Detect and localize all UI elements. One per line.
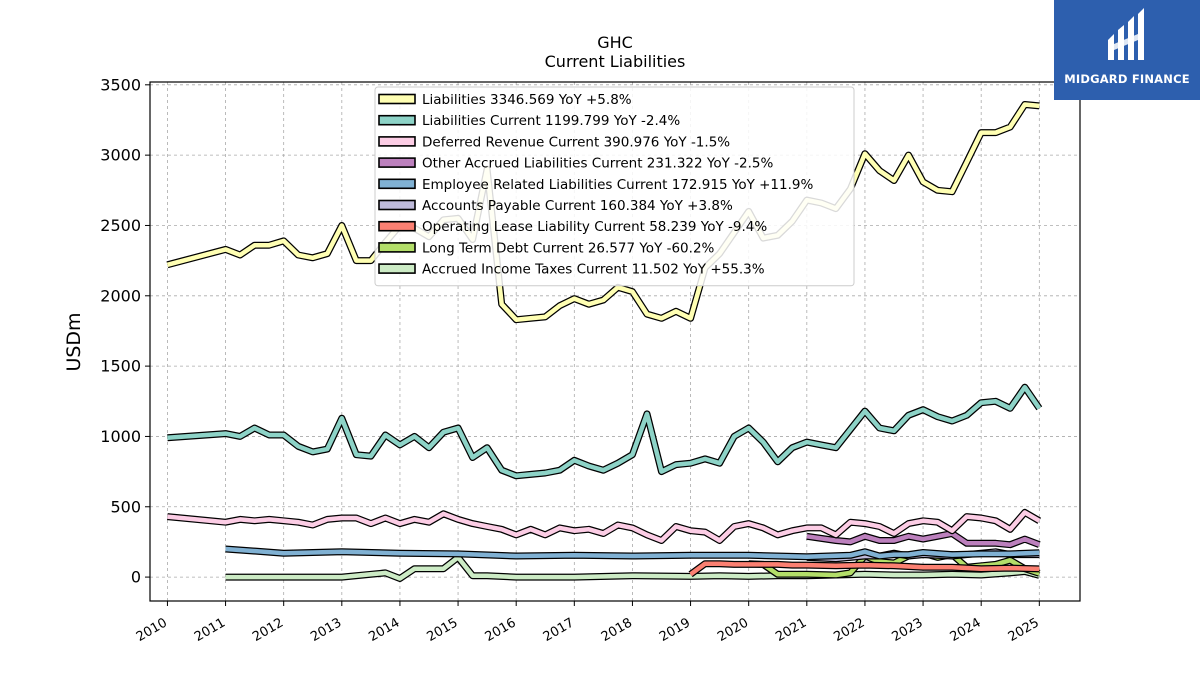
x-tick-label: 2023 (889, 615, 925, 645)
x-tick-label: 2017 (541, 615, 577, 645)
series-line (167, 384, 1042, 479)
x-tick-label: 2016 (483, 615, 519, 645)
y-tick-label: 2500 (100, 216, 141, 235)
x-tick-label: 2018 (599, 615, 635, 645)
legend-entry: Liabilities Current 1199.799 YoY -2.4% (422, 113, 680, 129)
y-tick-label: 3500 (100, 75, 141, 94)
legend-entry: Operating Lease Liability Current 58.239… (422, 219, 767, 235)
x-tick-label: 2022 (831, 615, 867, 645)
legend-swatch (378, 242, 416, 253)
legend-swatch (378, 263, 416, 274)
x-tick-label: 2025 (1006, 615, 1042, 645)
x-axis: 2010 2011 2012 2013 2014 2015 2016 2017 2018 2019… (134, 601, 1042, 645)
x-tick-label: 2011 (192, 615, 228, 645)
series-layer (166, 101, 1043, 582)
series-line (225, 555, 1040, 581)
x-tick-label: 2014 (366, 615, 402, 645)
y-axis: 0 500 1000 1500 2000 2500 3000 3500 (100, 75, 150, 587)
legend-box (374, 86, 855, 287)
y-tick-label: 1000 (100, 427, 141, 446)
legend-entry: Other Accrued Liabilities Current 231.32… (422, 156, 773, 172)
legend-swatch (378, 220, 416, 232)
legend-entry: Employee Related Liabilities Current 172… (422, 177, 813, 193)
y-axis-label: USDm (63, 312, 85, 371)
legend-swatch (378, 114, 416, 126)
x-tick-label: 2020 (715, 615, 751, 645)
legend: Liabilities 3346.569 YoY +5.8% Liabilitie… (374, 86, 855, 287)
legend-entry: Long Term Debt Current 26.577 YoY -60.2% (422, 240, 715, 256)
legend-swatch (378, 199, 416, 211)
chart-title: GHC (597, 33, 633, 52)
legend-swatch (378, 157, 416, 168)
x-tick-label: 2021 (773, 615, 809, 645)
legend-swatch (378, 136, 416, 147)
y-tick-label: 3000 (100, 146, 141, 165)
x-tick-label: 2019 (657, 615, 693, 645)
legend-entry: Liabilities 3346.569 YoY +5.8% (422, 92, 632, 108)
x-tick-label: 2010 (134, 615, 170, 645)
legend-swatch (378, 178, 416, 190)
x-tick-label: 2012 (250, 615, 286, 645)
logo-mark-icon (1108, 8, 1144, 60)
x-tick-label: 2015 (424, 615, 460, 645)
series-line (167, 510, 1041, 543)
series-line (166, 102, 1040, 322)
plot-frame (149, 81, 1081, 602)
y-tick-label: 0 (131, 568, 141, 587)
series-outline (167, 383, 1043, 480)
series-line (689, 561, 1040, 577)
series-line (225, 546, 1040, 559)
x-tick-label: 2024 (948, 615, 984, 645)
legend-entry: Accounts Payable Current 160.384 YoY +3.… (422, 198, 733, 214)
legend-entry: Accrued Income Taxes Current 11.502 YoY … (422, 262, 765, 278)
y-tick-label: 1500 (100, 357, 141, 376)
logo-text: MIDGARD FINANCE (1064, 72, 1190, 86)
brand-logo: MIDGARD FINANCE (1054, 0, 1200, 100)
series-line (806, 531, 1041, 547)
y-tick-label: 500 (110, 497, 141, 516)
x-tick-label: 2013 (308, 615, 344, 645)
legend-swatch (378, 93, 416, 105)
legend-entry: Deferred Revenue Current 390.976 YoY -1.… (422, 134, 730, 150)
y-tick-label: 2000 (100, 286, 141, 305)
chart-subtitle: Current Liabilities (545, 52, 686, 71)
